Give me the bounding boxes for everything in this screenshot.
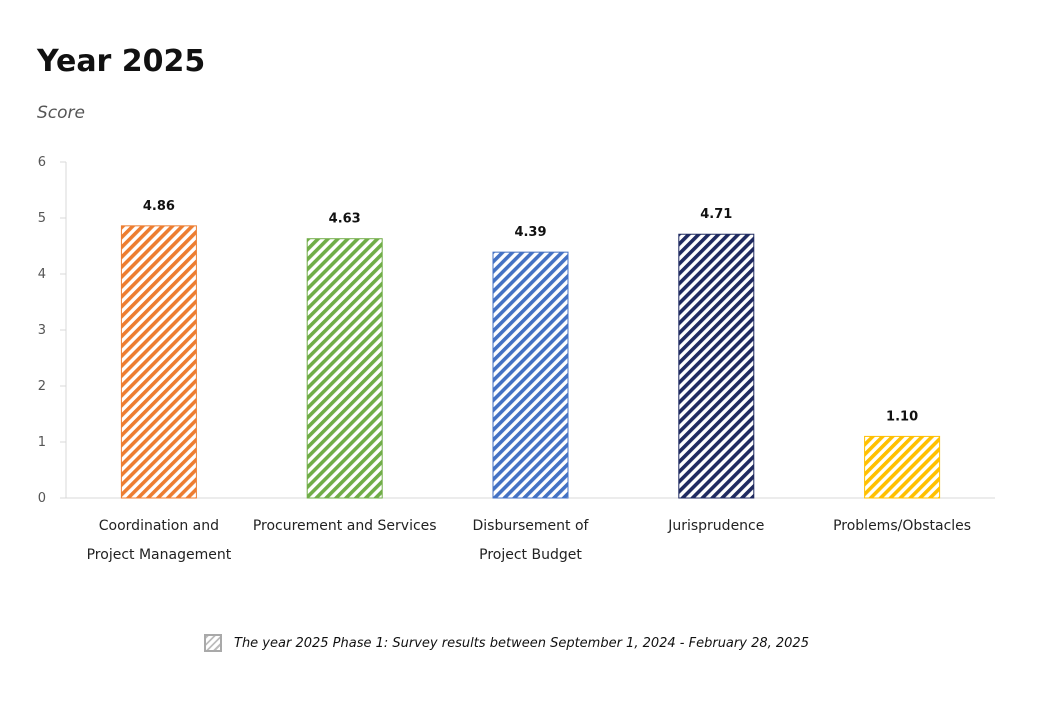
y-tick-label: 6	[38, 155, 46, 170]
chart-title: Year 2025	[37, 44, 206, 79]
x-tick-label: Jurisprudence	[667, 518, 764, 534]
y-tick-label: 2	[38, 379, 46, 394]
y-tick-label: 5	[38, 211, 46, 226]
y-tick-label: 0	[38, 491, 46, 506]
x-tick-label: Project Management	[87, 547, 232, 563]
y-tick-label: 1	[38, 435, 46, 450]
bar	[678, 233, 755, 499]
legend: The year 2025 Phase 1: Survey results be…	[204, 634, 809, 652]
x-tick-label: Coordination and	[99, 518, 219, 534]
y-axis-label: Score	[37, 103, 85, 123]
legend-swatch	[204, 634, 222, 652]
bar	[492, 251, 569, 499]
bars	[120, 225, 941, 499]
data-label: 4.71	[700, 207, 732, 222]
data-label: 4.39	[514, 225, 546, 240]
bar	[306, 238, 383, 499]
labels: 4.86 Coordination and Project Management 4.…	[87, 199, 971, 563]
y-tick-label: 4	[38, 267, 46, 282]
legend-entry: The year 2025 Phase 1: Survey results be…	[234, 635, 809, 651]
data-label: 4.86	[143, 199, 175, 214]
bar	[120, 225, 197, 499]
x-tick-label: Procurement and Services	[253, 518, 437, 534]
data-label: 4.63	[329, 212, 361, 227]
x-tick-label: Problems/Obstacles	[833, 518, 971, 534]
data-label: 1.10	[886, 409, 918, 424]
y-tick-label: 3	[38, 323, 46, 338]
x-tick-label: Project Budget	[479, 547, 582, 563]
x-tick-label: Disbursement of	[473, 518, 590, 534]
bar	[864, 435, 941, 499]
